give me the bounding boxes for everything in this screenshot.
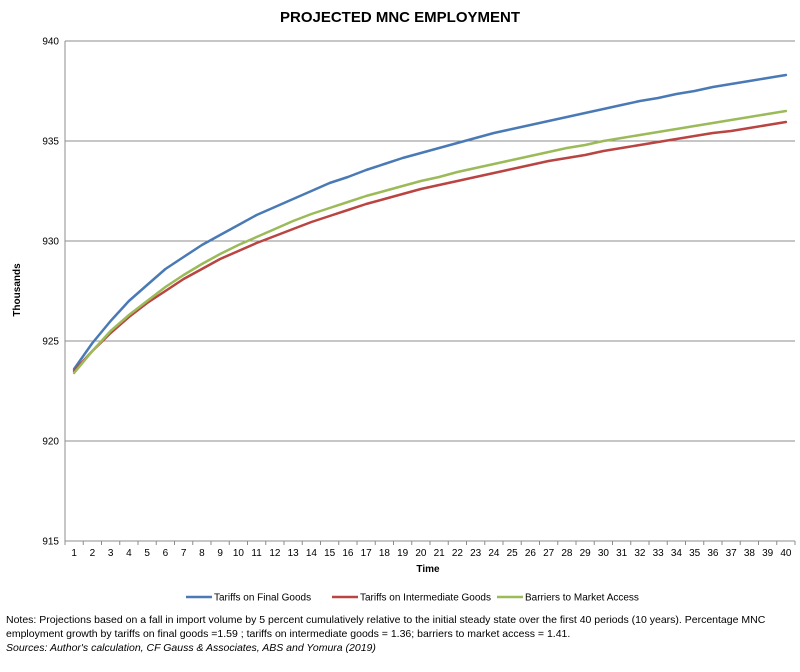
x-tick-label: 8: [199, 548, 205, 559]
x-tick-label: 38: [744, 548, 756, 559]
x-tick-label: 30: [598, 548, 610, 559]
x-tick-label: 20: [415, 548, 427, 559]
x-tick-label: 28: [561, 548, 573, 559]
x-tick-label: 34: [671, 548, 683, 559]
x-tick-label: 17: [361, 548, 373, 559]
x-tick-label: 4: [126, 548, 132, 559]
series-line-tariffs-on-intermediate-goods: [72, 120, 788, 373]
legend-item: Barriers to Market Access: [497, 593, 639, 604]
x-tick-label: 32: [634, 548, 646, 559]
x-tick-label: 24: [488, 548, 500, 559]
legend-item: Tariffs on Final Goods: [186, 593, 311, 604]
x-tick-label: 10: [233, 548, 245, 559]
legend-label: Barriers to Market Access: [525, 593, 639, 604]
gridlines: [65, 40, 795, 442]
chart: PROJECTED MNC EMPLOYMENT 915920925930935…: [12, 9, 796, 604]
x-tick-label: 9: [217, 548, 223, 559]
x-tick-label: 15: [324, 548, 336, 559]
x-tick-label: 1: [71, 548, 77, 559]
series-line-tariffs-on-final-goods: [72, 73, 788, 371]
x-tick-label: 36: [707, 548, 719, 559]
x-tick-label: 3: [108, 548, 114, 559]
x-tick-label: 39: [762, 548, 774, 559]
x-tick-label: 11: [251, 548, 262, 559]
y-tick-label: 930: [42, 237, 59, 248]
x-tick-label: 2: [90, 548, 96, 559]
x-tick-label: 21: [434, 548, 446, 559]
legend-label: Tariffs on Intermediate Goods: [360, 593, 491, 604]
sources-text: Sources: Author's calculation, CF Gauss …: [6, 642, 376, 654]
y-tick-label: 935: [42, 137, 59, 148]
notes-block: Notes: Projections based on a fall in im…: [6, 613, 796, 655]
y-tick-labels: 915 920 925 930 935 940: [42, 37, 59, 548]
x-tick-label: 35: [689, 548, 701, 559]
notes-text: Notes: Projections based on a fall in im…: [6, 614, 766, 640]
y-tick-label: 925: [42, 337, 59, 348]
x-axis-label: Time: [416, 564, 440, 575]
x-tick-label: 37: [726, 548, 738, 559]
x-tick-label: 5: [144, 548, 150, 559]
x-tick-label: 33: [653, 548, 665, 559]
legend-item: Tariffs on Intermediate Goods: [332, 593, 491, 604]
y-tick-label: 940: [42, 37, 59, 48]
y-axis-label: Thousands: [12, 263, 23, 317]
x-tick-label: 31: [616, 548, 628, 559]
x-tick-label: 7: [181, 548, 187, 559]
axes: [64, 41, 796, 545]
x-tick-label: 27: [543, 548, 555, 559]
y-tick-label: 920: [42, 437, 59, 448]
series-line-barriers-to-market-access: [72, 109, 788, 375]
x-tick-label: 13: [288, 548, 300, 559]
x-tick-label: 12: [269, 548, 281, 559]
x-tick-labels: 1 2 3 4 5 6 7 8 9 10 11 12 13 14 15 16 17 18 19 20 21 22 23 24 2…: [71, 548, 792, 559]
x-tick-label: 16: [342, 548, 354, 559]
x-tick-label: 40: [780, 548, 792, 559]
x-tick-label: 19: [397, 548, 409, 559]
x-tick-label: 23: [470, 548, 482, 559]
y-tick-label: 915: [42, 537, 59, 548]
x-tick-label: 18: [379, 548, 391, 559]
legend-label: Tariffs on Final Goods: [214, 593, 311, 604]
x-tick-label: 6: [163, 548, 169, 559]
legend: Tariffs on Final Goods Tariffs on Interme…: [186, 593, 639, 604]
chart-title: PROJECTED MNC EMPLOYMENT: [280, 9, 520, 26]
x-tick-label: 22: [452, 548, 464, 559]
x-tick-label: 25: [507, 548, 519, 559]
x-tick-label: 14: [306, 548, 318, 559]
series-lines: [72, 73, 788, 375]
x-tick-label: 29: [580, 548, 592, 559]
x-tick-label: 26: [525, 548, 537, 559]
